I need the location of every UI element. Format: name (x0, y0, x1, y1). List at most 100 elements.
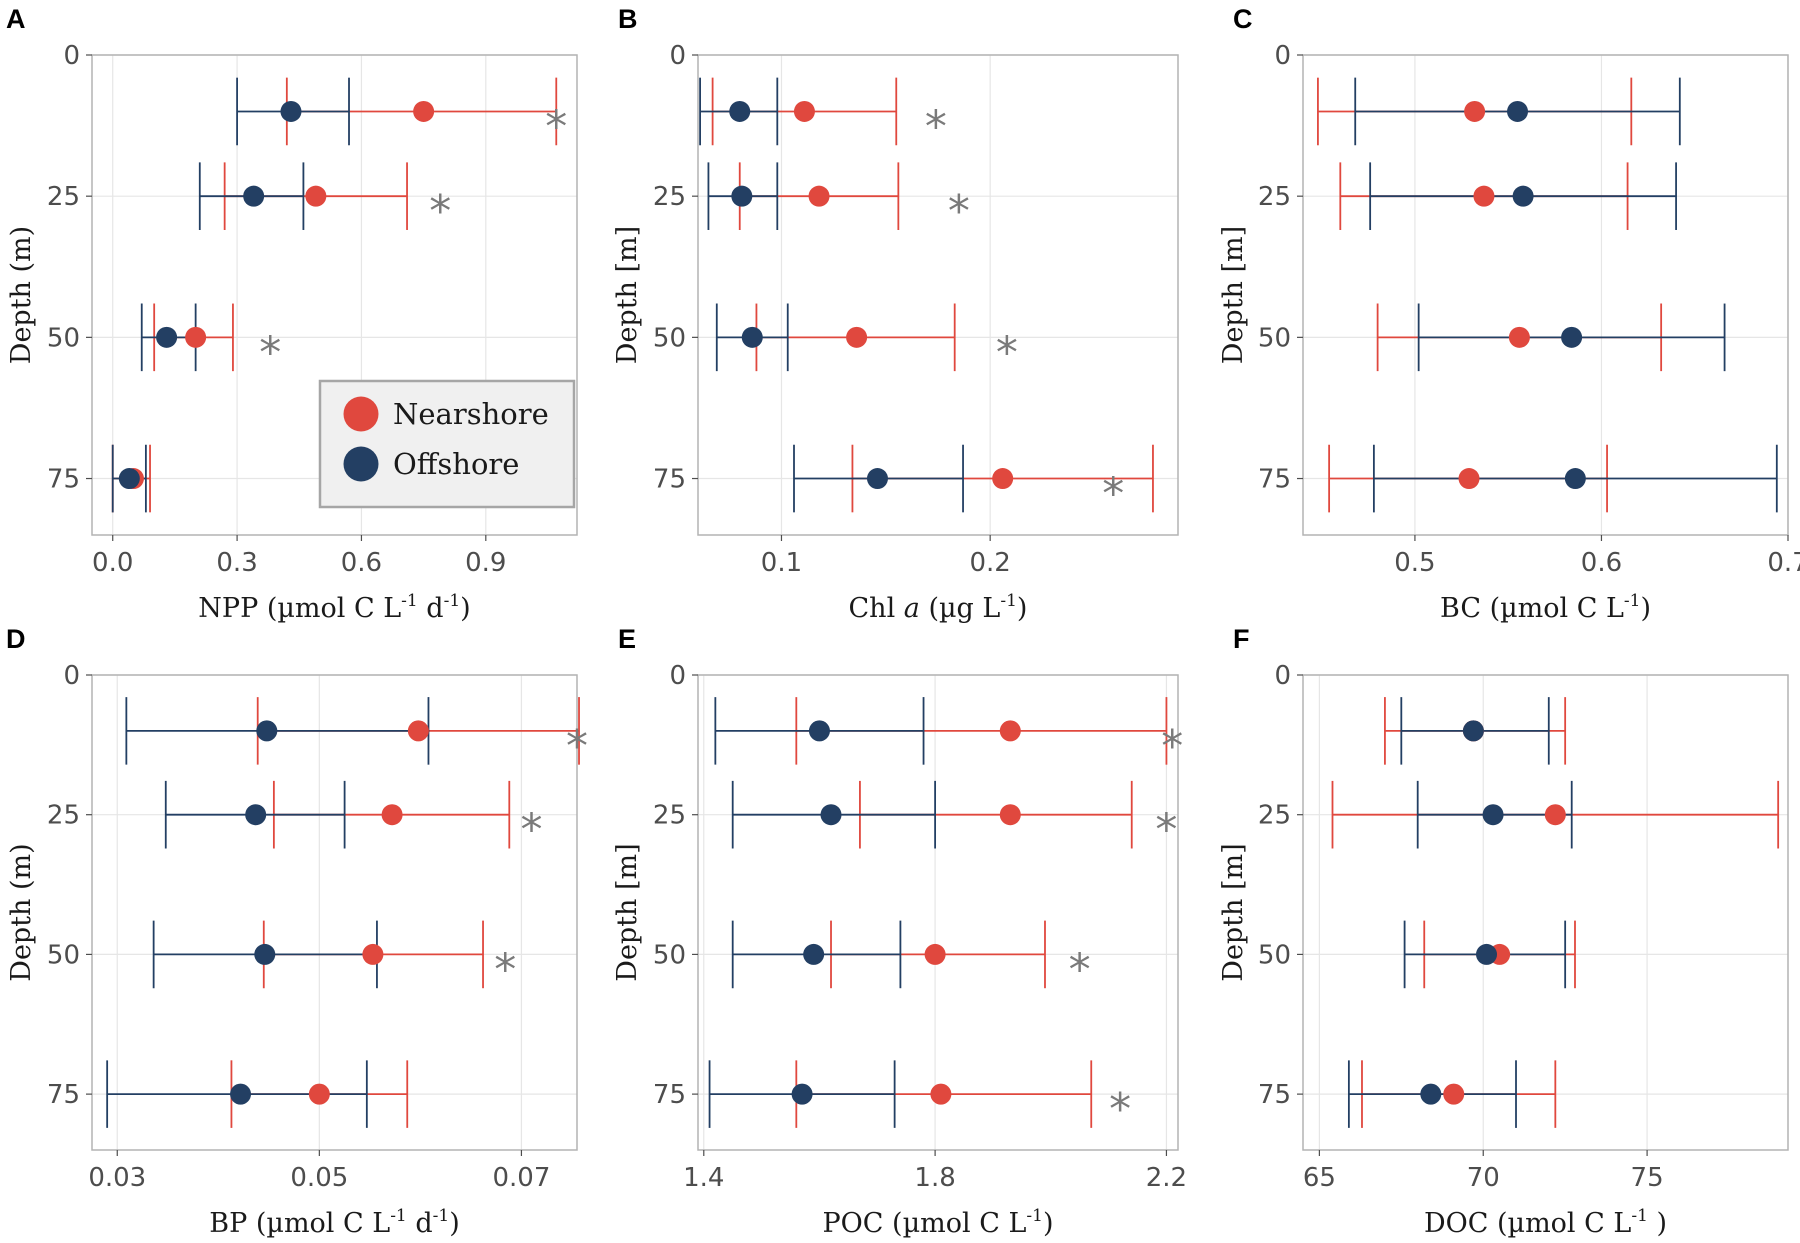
y-tick-label: 25 (1258, 182, 1291, 212)
point-offshore (156, 326, 178, 348)
point-nearshore (1464, 100, 1486, 122)
x-tick-label: 0.3 (216, 548, 257, 578)
y-tick-label: 0 (63, 41, 80, 71)
point-offshore (729, 100, 751, 122)
y-axis-title: Depth (m) (6, 226, 37, 364)
plot-border (1302, 674, 1789, 1151)
point-nearshore (381, 804, 403, 826)
significance-star: * (996, 327, 1018, 378)
x-tick-label: 65 (1303, 1163, 1336, 1193)
y-tick-label: 75 (47, 1080, 80, 1110)
y-tick-label: 50 (1258, 323, 1291, 353)
point-offshore (1561, 326, 1583, 348)
significance-star: * (566, 721, 588, 772)
x-tick-label: 70 (1467, 1163, 1500, 1193)
point-offshore (866, 468, 888, 490)
x-axis-title: BP (µmol C L-1 d-1) (209, 1206, 459, 1239)
point-nearshore (305, 185, 327, 207)
point-offshore (808, 720, 830, 742)
legend-label-offshore: Offshore (393, 447, 519, 481)
y-tick-label: 75 (1258, 465, 1291, 495)
significance-star: * (1109, 1084, 1131, 1135)
y-tick-label: 25 (653, 182, 686, 212)
point-nearshore (1443, 1083, 1465, 1105)
point-offshore (1462, 720, 1484, 742)
x-tick-label: 0.6 (341, 548, 382, 578)
y-tick-label: 25 (653, 801, 686, 831)
y-tick-label: 50 (653, 323, 686, 353)
panel-F: F 65 70 75 0 25 50 75 DOC (µmol C L-1 ) Depth [m] (1218, 624, 1789, 1239)
y-tick-label: 50 (1258, 940, 1291, 970)
x-axis-title: POC (µmol C L-1) (823, 1206, 1054, 1239)
panel-D: D 0.03 0.05 0.07 0 25 50 75 BP (µmol C L-1 d-1) D… (6, 624, 588, 1239)
point-nearshore (924, 943, 946, 965)
point-nearshore (999, 720, 1021, 742)
point-nearshore (1544, 804, 1566, 826)
x-tick-label: 0.6 (1581, 548, 1622, 578)
point-nearshore (930, 1083, 952, 1105)
y-tick-label: 75 (1258, 1080, 1291, 1110)
significance-star: * (1102, 469, 1124, 520)
significance-star: * (521, 805, 543, 856)
y-tick-label: 0 (1274, 661, 1291, 691)
x-tick-label: 0.5 (1394, 548, 1435, 578)
point-offshore (118, 468, 140, 490)
y-tick-label: 50 (653, 940, 686, 970)
legend-label-nearshore: Nearshore (393, 397, 549, 431)
point-offshore (1420, 1083, 1442, 1105)
point-offshore (254, 943, 276, 965)
y-axis-title: Depth [m] (1218, 843, 1249, 981)
point-nearshore (999, 804, 1021, 826)
point-nearshore (413, 100, 435, 122)
x-tick-label: 75 (1631, 1163, 1664, 1193)
y-tick-label: 25 (47, 182, 80, 212)
panel-A: A 0.0 0.3 0.6 0.9 0 25 50 75 NPP (µmol C L-1 d-1)… (6, 4, 578, 624)
legend: Nearshore Offshore (318, 379, 576, 509)
point-offshore (243, 185, 265, 207)
significance-star: * (494, 944, 516, 995)
point-offshore (731, 185, 753, 207)
significance-star: * (948, 186, 970, 237)
x-axis-title: BC (µmol C L-1) (1440, 591, 1651, 624)
panel-letter: B (618, 4, 638, 34)
point-nearshore (992, 468, 1014, 490)
significance-star: * (429, 186, 451, 237)
y-tick-label: 0 (63, 661, 80, 691)
plot-area (92, 675, 577, 1150)
y-tick-label: 50 (47, 323, 80, 353)
significance-star: * (545, 101, 567, 152)
significance-star: * (259, 327, 281, 378)
legend-key-nearshore (343, 396, 379, 432)
point-offshore (280, 100, 302, 122)
point-nearshore (1458, 468, 1480, 490)
x-axis-title: Chl a (µg L-1) (849, 591, 1028, 624)
legend-key-offshore (343, 446, 379, 482)
x-tick-label: 0.07 (492, 1163, 550, 1193)
y-tick-label: 75 (47, 465, 80, 495)
point-offshore (1564, 468, 1586, 490)
significance-star: * (925, 101, 947, 152)
point-offshore (820, 804, 842, 826)
panel-E: E 1.4 1.8 2.2 0 25 50 75 POC (µmol C L-1) Depth [… (612, 624, 1187, 1239)
panel-letter: A (6, 4, 26, 34)
point-offshore (245, 804, 267, 826)
x-tick-label: 0.2 (969, 548, 1010, 578)
x-tick-label: 0.03 (88, 1163, 146, 1193)
point-offshore (256, 720, 278, 742)
point-nearshore (793, 100, 815, 122)
point-nearshore (808, 185, 830, 207)
plot-area (1303, 675, 1788, 1150)
y-axis-title: Depth [m] (612, 843, 643, 981)
point-offshore (803, 943, 825, 965)
point-offshore (741, 326, 763, 348)
series-offshore (1347, 697, 1573, 1128)
panel-letter: E (618, 624, 636, 654)
point-nearshore (846, 326, 868, 348)
x-axis-title: DOC (µmol C L-1 ) (1424, 1206, 1667, 1239)
significance-star: * (1069, 944, 1091, 995)
y-tick-label: 0 (669, 41, 686, 71)
x-tick-label: 1.4 (683, 1163, 724, 1193)
x-tick-label: 0.7 (1767, 548, 1800, 578)
plot-area (1303, 55, 1788, 535)
point-offshore (791, 1083, 813, 1105)
